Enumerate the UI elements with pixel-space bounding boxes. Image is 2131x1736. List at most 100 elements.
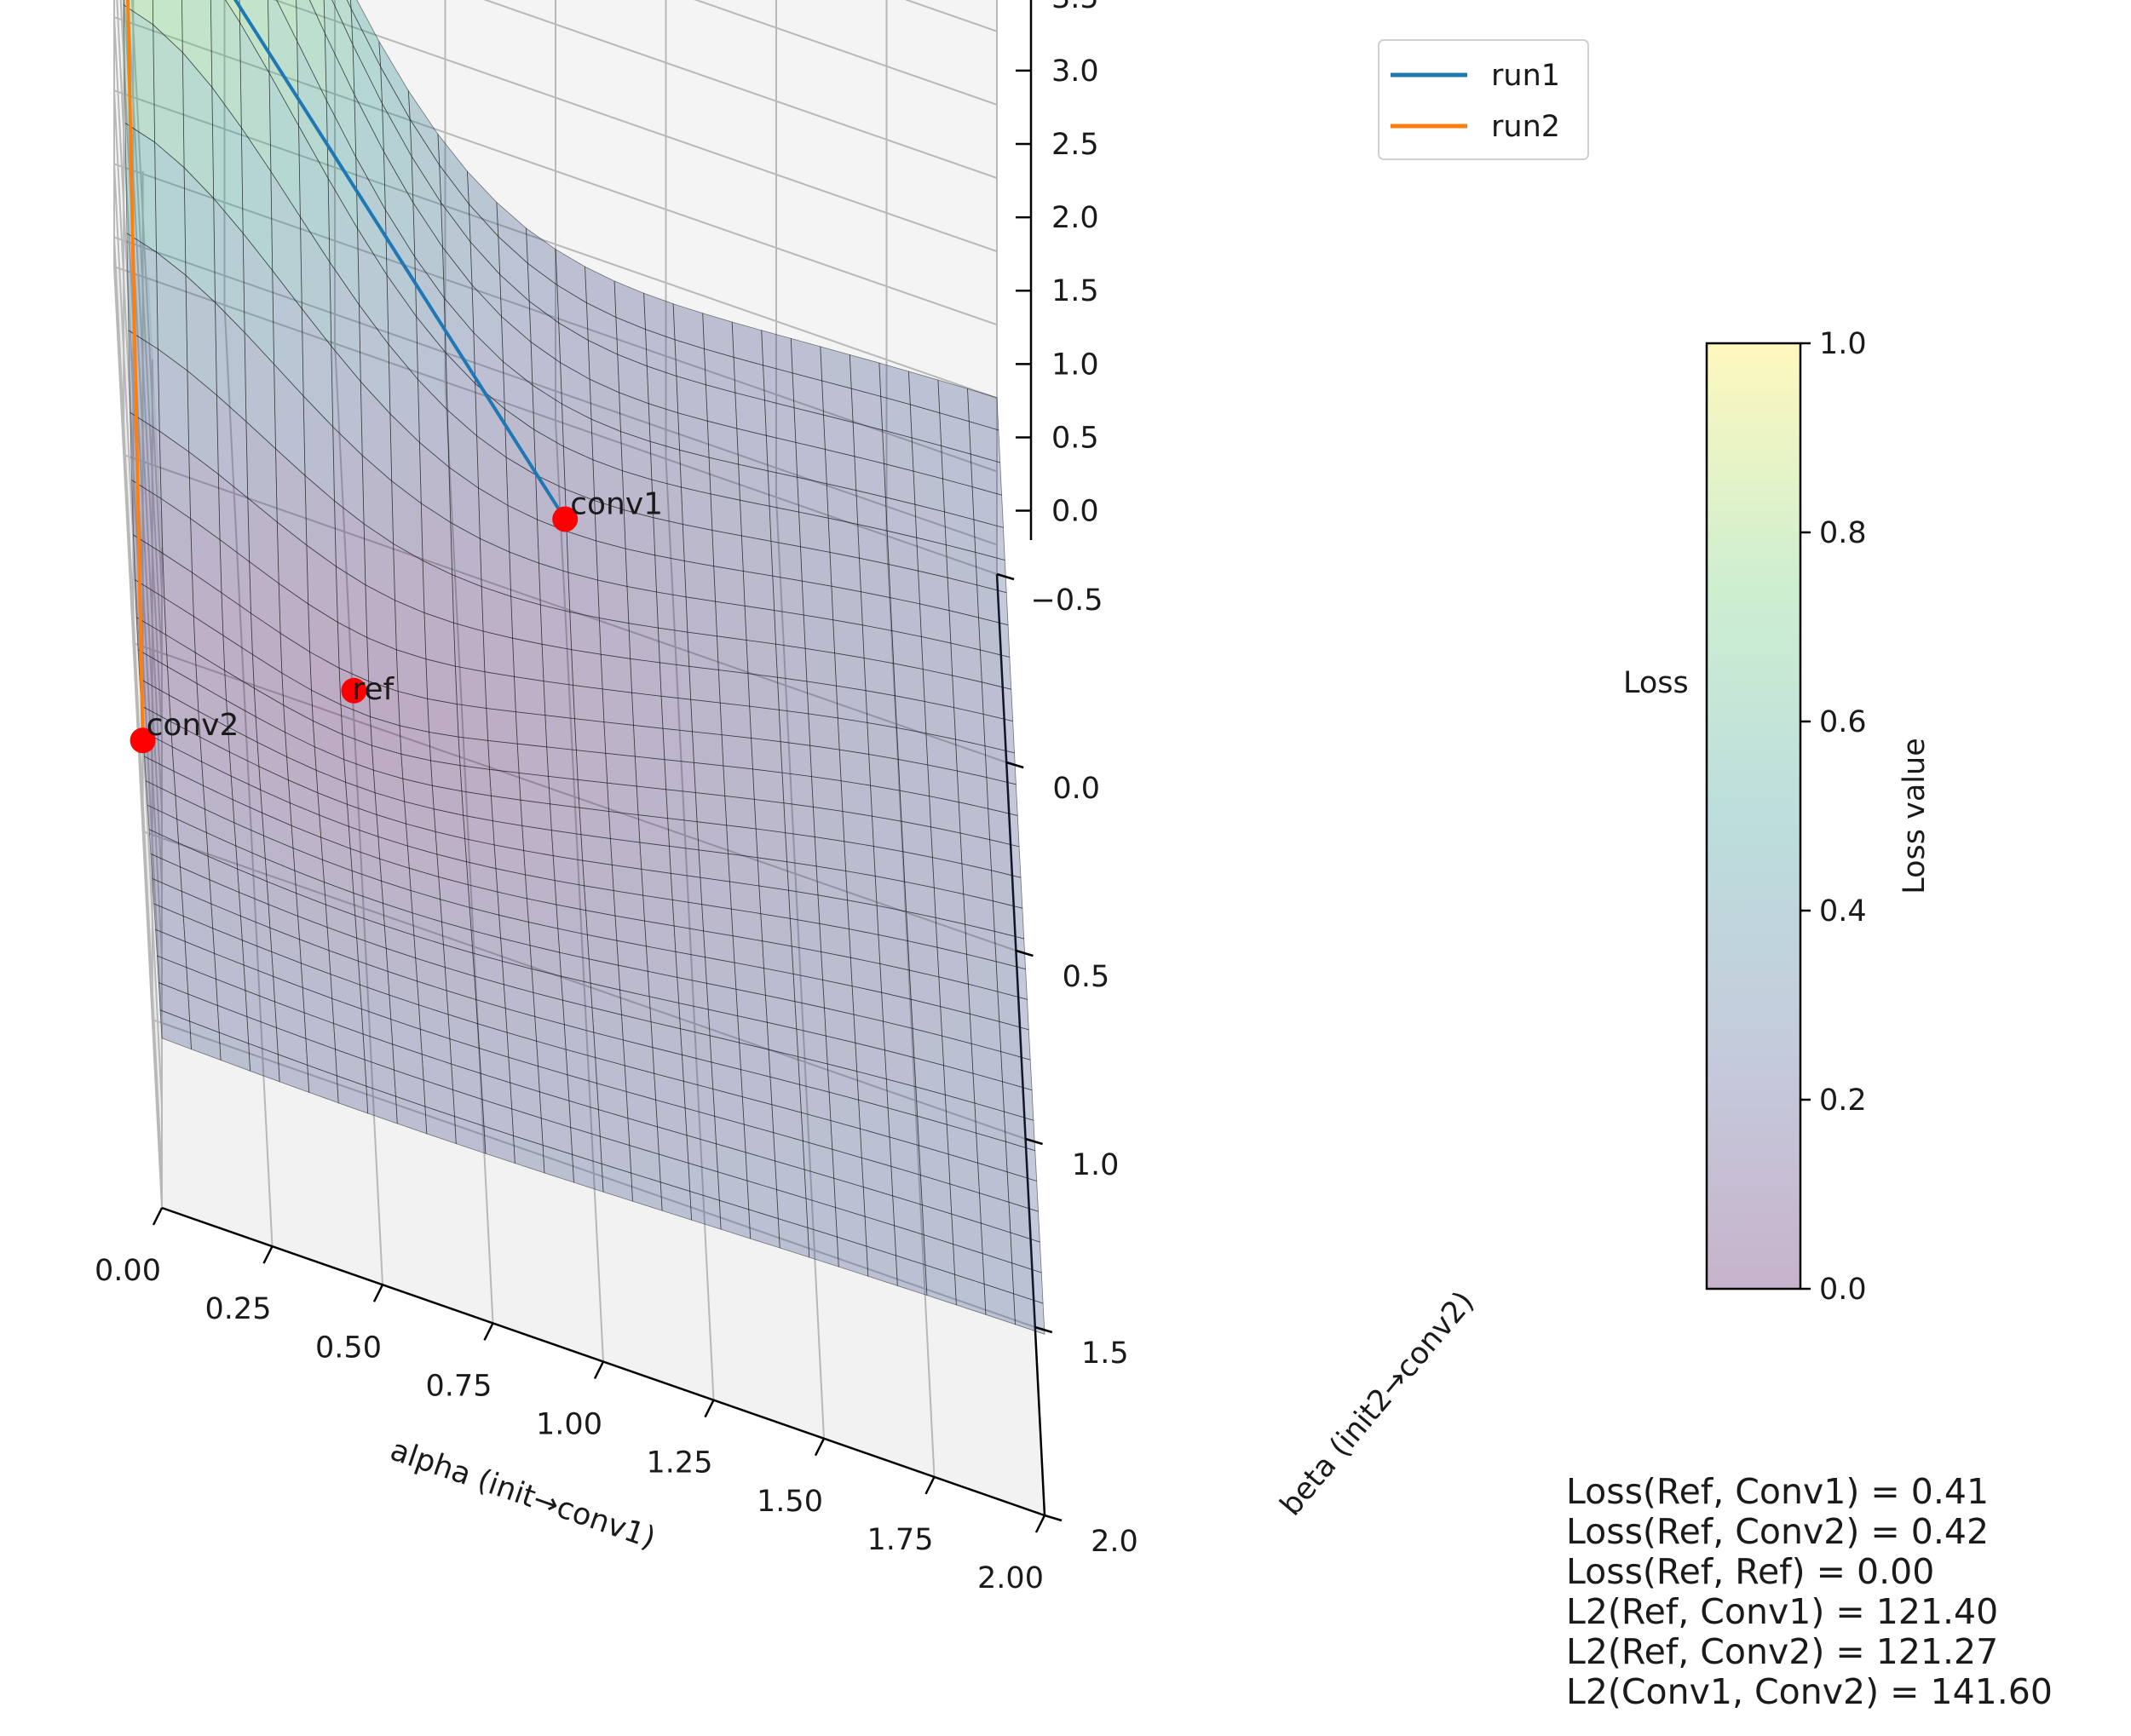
surface-patch [603, 721, 636, 757]
surface-patch [541, 643, 573, 686]
surface-patch [868, 754, 901, 791]
grid-line [152, 1019, 1036, 1328]
surface-patch [786, 861, 819, 896]
surface-patch [598, 618, 631, 659]
surface-patch [844, 841, 876, 877]
surface-patch [693, 762, 726, 796]
surface-patch [667, 818, 700, 851]
colorbar: 0.0 0.2 0.4 0.6 0.8 1.0 Loss value [1705, 327, 1932, 1307]
stat-line: L2(Conv1, Conv2) = 141.60 [1566, 1671, 2053, 1712]
grid-line [775, 497, 825, 1439]
grid-line [142, 831, 1026, 1140]
y-tick-label: 0.0 [1052, 772, 1100, 806]
surface-patch [660, 695, 693, 733]
surface-patch [681, 486, 713, 531]
surface-patch [829, 551, 861, 593]
y-tick-mark [996, 572, 1015, 581]
loss-surface [123, 0, 1045, 1335]
surface-patch [845, 871, 878, 906]
surface-patch [596, 540, 628, 588]
surface-patch [548, 775, 580, 808]
surface-patch [808, 713, 840, 750]
surface-patch [836, 685, 868, 723]
surface-patch [514, 675, 546, 716]
surface-patch [798, 511, 831, 553]
x-tick-label: 1.75 [867, 1523, 934, 1557]
surface-patch [728, 853, 760, 887]
legend: run1 run2 [1378, 39, 1589, 160]
surface-patch [577, 779, 609, 812]
colorbar-tick-label: 1.0 [1819, 327, 1867, 361]
surface-patch [717, 670, 751, 707]
legend-box [1378, 39, 1589, 160]
surface-patch [803, 614, 836, 654]
x-tick-label: 0.75 [426, 1369, 492, 1403]
surface-patch [769, 505, 801, 548]
grid-line [113, 164, 163, 1106]
surface-patch [626, 586, 659, 629]
surface-patch [516, 743, 550, 777]
surface-patch [831, 585, 863, 626]
surface-patch [812, 806, 845, 842]
grid-line [223, 305, 274, 1247]
surface-patch [636, 785, 669, 819]
x-tick-mark [704, 1400, 715, 1418]
surface-patch [456, 704, 489, 741]
x-tick-mark [924, 1476, 936, 1495]
grid-line [113, 237, 163, 1179]
stat-line: L2(Ref, Conv1) = 121.40 [1566, 1591, 1998, 1632]
surface-patch [751, 738, 783, 773]
surface-patch [814, 836, 847, 871]
surface-patch [571, 649, 603, 690]
colorbar-frame [1705, 342, 1802, 1291]
surface-patch [573, 718, 607, 754]
surface-patch [657, 627, 690, 667]
surface-patch [774, 610, 806, 649]
surface-patch [788, 889, 821, 924]
surface-patch [630, 658, 662, 697]
surface-patch [826, 483, 859, 525]
surface-patch [628, 623, 660, 664]
surface-patch [512, 637, 544, 682]
surface-patch [683, 560, 717, 602]
y-tick-mark [1016, 949, 1034, 957]
surface-patch [738, 463, 770, 507]
surface-patch [690, 698, 723, 736]
surface-patch [721, 734, 753, 770]
grid-line [116, 0, 163, 886]
surface-patch [515, 711, 548, 748]
grid-line [123, 454, 1007, 763]
surface-patch [487, 739, 520, 773]
y-tick-mark [1025, 1137, 1043, 1146]
surface-patch [755, 828, 788, 863]
surface-patch [520, 799, 552, 831]
surface-patch [453, 622, 486, 673]
surface-patch [723, 765, 755, 800]
surface-patch [662, 727, 694, 763]
surface-patch [602, 688, 634, 726]
surface-patch [899, 790, 931, 828]
grid-line [113, 16, 998, 326]
surface-patch [580, 834, 613, 865]
surface-patch [631, 692, 664, 729]
stat-line: Loss(Ref, Conv1) = 0.41 [1566, 1471, 1989, 1512]
surface-patch [758, 885, 791, 919]
surface-patch [800, 546, 832, 587]
surface-patch [785, 832, 817, 867]
grid-line [885, 535, 936, 1477]
surface-patch [486, 708, 518, 744]
surface-patch [842, 811, 874, 847]
surface-patch [749, 705, 781, 743]
surface-patch [872, 815, 904, 853]
surface-patch [698, 849, 730, 882]
surface-patch [859, 557, 891, 599]
tick-labels: 0.00 0.25 0.50 0.75 1.00 1.25 1.50 1.75 2.00 −0.5… [95, 0, 1138, 1595]
grid-line [334, 343, 383, 1285]
colorbar-tick-label: 0.8 [1819, 516, 1867, 550]
point-label-conv1: conv1 [570, 486, 663, 521]
x-tick-mark [814, 1438, 826, 1457]
x-tick-label: 2.00 [977, 1561, 1044, 1595]
surface-patch [832, 619, 865, 658]
series-line-run2 [126, 0, 145, 741]
